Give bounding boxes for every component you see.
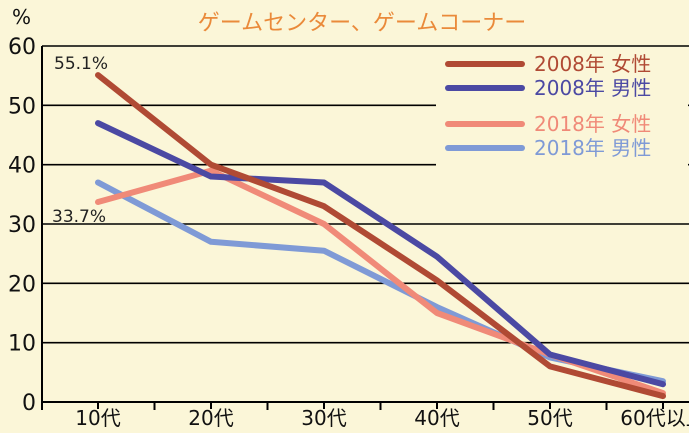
- legend-label: 2008年 男性: [534, 76, 651, 100]
- x-tick-label: 50代: [527, 406, 572, 430]
- x-tick-label: 40代: [414, 406, 459, 430]
- chart-title: ゲームセンター、ゲームコーナー: [198, 11, 526, 36]
- data-label: 33.7%: [52, 207, 106, 227]
- x-tick-label: 30代: [301, 406, 346, 430]
- series-lines: [95, 72, 666, 400]
- y-tick-label: 30: [8, 213, 36, 238]
- y-tick-label: 40: [8, 154, 36, 179]
- y-tick-label: 60: [8, 35, 36, 60]
- y-axis-unit: %: [12, 5, 31, 29]
- legend-label: 2008年 女性: [534, 52, 651, 76]
- labels: 0 10 20 30 40 50 60 10代 20代 30代 40代 50代 60代以上 55.1% 33…: [8, 35, 689, 430]
- series-line-0: [95, 72, 666, 400]
- series-line-1: [95, 120, 666, 388]
- x-tick-label: 60代以上: [620, 406, 689, 430]
- x-tick-label: 20代: [188, 406, 233, 430]
- series-line-3: [95, 179, 666, 385]
- grid: [41, 45, 689, 410]
- data-label: 55.1%: [54, 54, 108, 74]
- y-tick-label: 20: [8, 272, 36, 297]
- legend-label: 2018年 男性: [534, 136, 651, 160]
- legend-label: 2018年 女性: [534, 112, 651, 136]
- y-tick-label: 0: [22, 391, 36, 416]
- x-tick-label: 10代: [75, 406, 120, 430]
- y-tick-label: 50: [8, 94, 36, 119]
- y-tick-label: 10: [8, 332, 36, 357]
